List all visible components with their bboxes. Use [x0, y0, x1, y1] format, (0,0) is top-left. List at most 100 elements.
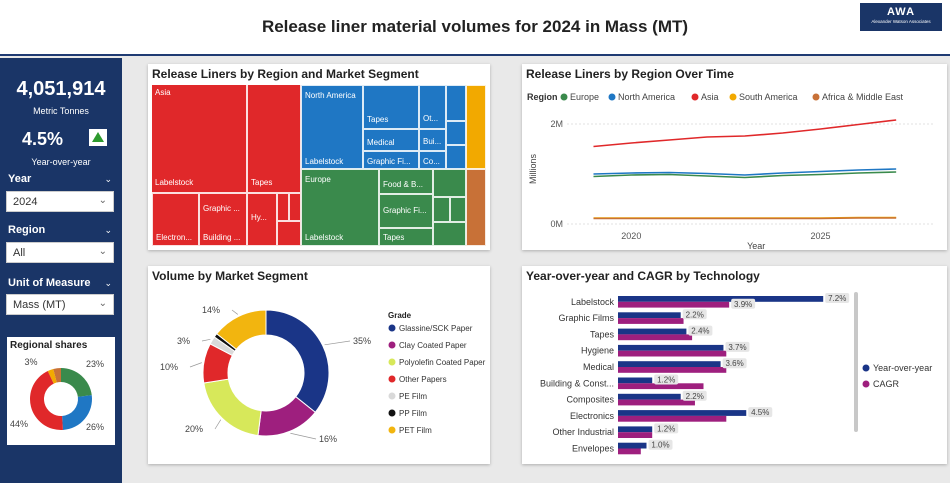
treemap-asia-hygiene[interactable]: Hy...: [247, 193, 277, 246]
legend-marker: [388, 392, 396, 400]
donut-card: Volume by Market Segment 35% 16% 20% 10% 3% 1…: [148, 266, 490, 464]
treemap-na-composites[interactable]: Co...: [419, 151, 446, 169]
region-dropdown[interactable]: All ⌄: [6, 242, 114, 263]
treemap-na-graphic[interactable]: Graphic Fi...: [363, 151, 419, 169]
treemap-na-medical[interactable]: Medical: [363, 129, 419, 151]
data-label-bg: [748, 407, 773, 418]
treemap-asia-graphic-label: Graphic ...: [203, 204, 240, 213]
legend-marker: [862, 380, 870, 388]
legend-marker: [388, 409, 396, 417]
data-label: 7.2%: [828, 294, 846, 303]
filter-year-collapse-icon[interactable]: ⌄: [104, 174, 112, 184]
treemap-mea[interactable]: [466, 169, 486, 246]
bar: [618, 318, 684, 324]
filter-year-label: Year: [8, 173, 32, 185]
trend-up-icon: [89, 129, 107, 146]
treemap-asia-small-2[interactable]: [289, 193, 301, 221]
treemap-eu-small-1[interactable]: [433, 169, 466, 197]
chevron-down-icon: ⌄: [98, 298, 107, 309]
legend-label: South America: [739, 92, 798, 102]
treemap-asia-tapes[interactable]: Tapes: [247, 85, 301, 193]
data-label: 3.9%: [734, 300, 752, 309]
data-label-bg: [825, 293, 850, 303]
regional-slice-label: 3%: [24, 357, 37, 367]
treemap-eu-small-2[interactable]: [433, 197, 450, 222]
regional-slice: [61, 368, 92, 397]
category-label: Other Industrial: [552, 427, 614, 437]
treemap-na-small-2[interactable]: [446, 121, 466, 145]
category-label: Envelopes: [572, 444, 615, 454]
bar: [618, 350, 727, 357]
leader-line: [189, 362, 202, 368]
slice-label: 10%: [160, 362, 178, 372]
treemap-eu-tapes[interactable]: Tapes: [379, 228, 433, 246]
treemap-eu-labelstock[interactable]: Europe Labelstock: [301, 169, 379, 246]
kpi-yoy-label: Year-over-year: [31, 157, 91, 167]
treemap-card: Release Liners by Region and Market Segm…: [148, 64, 490, 250]
data-label-bg: [648, 439, 673, 450]
data-label-bg: [731, 298, 756, 309]
kpi-yoy-value: 4.5%: [21, 129, 64, 149]
sidebar: 4,051,914 Metric Tonnes 4.5% Year-over-y…: [0, 58, 122, 483]
treemap-asia-labelstock[interactable]: Asia Labelstock: [152, 85, 247, 193]
treemap-asia-small-1[interactable]: [277, 193, 289, 221]
category-label: Labelstock: [571, 297, 615, 307]
filter-region-collapse-icon[interactable]: ⌄: [104, 225, 112, 235]
bar: [618, 399, 695, 406]
treemap-asia-building-label: Building ...: [203, 233, 241, 242]
legend-label: Year-over-year: [873, 363, 932, 373]
year-dropdown[interactable]: 2024 ⌄: [6, 191, 114, 212]
treemap-na-building[interactable]: Bui...: [419, 129, 446, 151]
awa-logo: AWA Alexander Watson Associates: [860, 3, 942, 31]
bar: [618, 448, 641, 455]
x-tick-label: 2025: [810, 231, 830, 241]
filter-unit-collapse-icon[interactable]: ⌄: [104, 278, 112, 288]
data-label: 4.5%: [751, 408, 769, 417]
bar: [618, 393, 681, 400]
unit-dropdown[interactable]: Mass (MT) ⌄: [6, 294, 114, 315]
treemap-na-building-label: Bui...: [423, 137, 442, 146]
kpi-unit: Metric Tonnes: [33, 106, 89, 116]
data-label-bg: [725, 341, 750, 352]
legend-marker: [729, 93, 737, 101]
category-label: Tapes: [590, 329, 615, 339]
treemap-eu-graphic[interactable]: Graphic Fi...: [379, 194, 433, 228]
treemap-na-labelstock[interactable]: North America Labelstock: [301, 85, 363, 169]
slice-label: 35%: [353, 336, 371, 346]
data-label-bg: [722, 358, 747, 369]
treemap-na-small-3[interactable]: [446, 145, 466, 169]
scrollbar: [854, 292, 858, 432]
treemap-asia-electronics[interactable]: Electron...: [152, 193, 199, 246]
leader-line: [231, 309, 239, 315]
treemap-eu-small-4[interactable]: [433, 222, 466, 246]
treemap-eu-small-3[interactable]: [450, 197, 466, 222]
year-dropdown-value: 2024: [13, 196, 38, 208]
treemap-europe-label: Europe: [305, 175, 331, 184]
treemap-south-america[interactable]: [466, 85, 486, 169]
bar: [618, 383, 704, 390]
legend-marker: [691, 93, 699, 101]
treemap-area: Asia Asia Labelstock Tapes Electron... G…: [152, 85, 486, 246]
treemap-asia-small-3[interactable]: [277, 221, 301, 246]
chevron-down-icon: ⌄: [98, 195, 107, 206]
treemap-na-small-1[interactable]: [446, 85, 466, 121]
treemap-asia-graphic[interactable]: Graphic ... Building ...: [199, 193, 247, 246]
leader-line: [201, 338, 211, 342]
treemap-eu-graphic-label: Graphic Fi...: [383, 206, 427, 215]
donut-chart: 35% 16% 20% 10% 3% 14% Grade Glassine/SCK Paper…: [160, 305, 486, 444]
bar: [618, 344, 724, 351]
treemap-na-other[interactable]: Ot...: [419, 85, 446, 129]
treemap-asia-tapes-label: Tapes: [251, 178, 273, 187]
filter-region-label: Region: [8, 224, 46, 236]
leader-line: [214, 419, 222, 430]
slice-label: 14%: [202, 305, 220, 315]
treemap-eu-food-label: Food & B...: [383, 180, 424, 189]
x-tick-label: 2020: [621, 231, 641, 241]
treemap-eu-food[interactable]: Food & B...: [379, 169, 433, 194]
bar: [618, 328, 687, 335]
header: Release liner material volumes for 2024 …: [0, 0, 950, 56]
legend-label: PE Film: [399, 392, 427, 401]
treemap-na-label: North America: [305, 91, 356, 100]
treemap-na-tapes[interactable]: Tapes: [363, 85, 419, 129]
data-label-bg: [682, 309, 707, 320]
